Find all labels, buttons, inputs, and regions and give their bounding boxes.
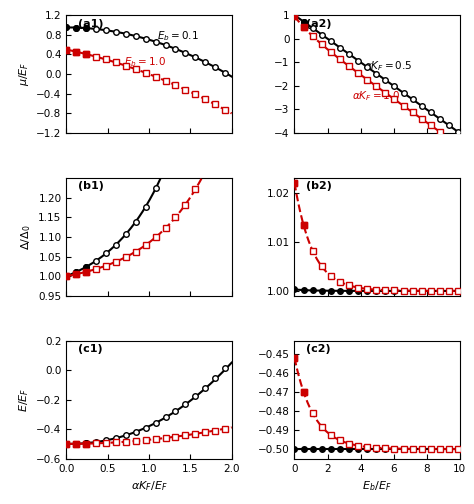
X-axis label: $\alpha K_F/E_F$: $\alpha K_F/E_F$ <box>131 479 167 493</box>
Y-axis label: $\Delta/\Delta_0$: $\Delta/\Delta_0$ <box>19 224 33 249</box>
Y-axis label: $E/E_F$: $E/E_F$ <box>17 388 31 412</box>
Text: $E_b = 0.1$: $E_b = 0.1$ <box>157 29 199 42</box>
Text: $E_b = 1.0$: $E_b = 1.0$ <box>124 55 166 69</box>
Text: (a2): (a2) <box>306 19 331 29</box>
Y-axis label: $\mu/E_F$: $\mu/E_F$ <box>17 62 30 86</box>
Text: (c2): (c2) <box>306 344 331 354</box>
X-axis label: $E_b/E_F$: $E_b/E_F$ <box>362 479 392 493</box>
Text: (b1): (b1) <box>78 181 104 192</box>
Text: (c1): (c1) <box>78 344 102 354</box>
Text: (a1): (a1) <box>78 19 103 29</box>
Text: $\alpha K_F = 1.0$: $\alpha K_F = 1.0$ <box>352 89 401 103</box>
Text: $\alpha K_F = 0.5$: $\alpha K_F = 0.5$ <box>364 59 412 73</box>
Text: (b2): (b2) <box>306 181 332 192</box>
